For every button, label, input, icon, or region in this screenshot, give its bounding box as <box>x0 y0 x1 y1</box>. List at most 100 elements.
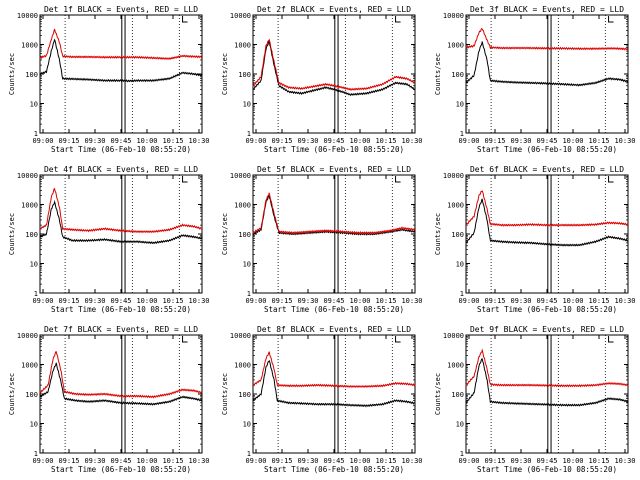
events-series-line <box>465 358 629 407</box>
x-tick-label: 09:15 <box>58 297 79 305</box>
x-tick-label: 09:45 <box>110 457 131 465</box>
panel-title: Det 4f BLACK = Events, RED = LLD <box>44 165 198 174</box>
x-tick-label: 09:45 <box>536 137 557 145</box>
y-tick-label: 10 <box>30 261 38 269</box>
x-tick-label: 10:00 <box>562 457 583 465</box>
panel-1: Det 1f BLACK = Events, RED = LLD 1 10 100 10… <box>8 5 210 154</box>
y-axis-label: Counts/sec <box>434 53 442 95</box>
x-tick-label: 10:15 <box>375 457 396 465</box>
y-tick-label: 1 <box>247 130 251 138</box>
y-tick-label: 100 <box>451 231 464 239</box>
panel-3: Det 3f BLACK = Events, RED = LLD 1 10 100 10… <box>434 5 636 154</box>
x-axis-label: Start Time (06-Feb-10 08:55:20) <box>51 305 191 314</box>
y-tick-label: 1 <box>460 450 464 458</box>
x-axis-label: Start Time (06-Feb-10 08:55:20) <box>264 465 404 474</box>
y-tick-label: 1 <box>460 130 464 138</box>
x-tick-label: 09:00 <box>245 457 266 465</box>
x-tick-label: 10:30 <box>401 457 422 465</box>
events-series-line <box>252 195 416 236</box>
corner-bracket <box>395 16 401 23</box>
x-tick-label: 09:45 <box>323 137 344 145</box>
x-tick-label: 10:15 <box>588 457 609 465</box>
y-tick-label: 1 <box>247 450 251 458</box>
y-axis-label: Counts/sec <box>221 53 229 95</box>
lld-series-line <box>40 187 203 234</box>
panel-9: Det 9f BLACK = Events, RED = LLD 1 10 100 10… <box>434 325 636 474</box>
x-tick-label: 09:45 <box>110 137 131 145</box>
y-tick-label: 1000 <box>234 202 251 210</box>
x-tick-label: 10:30 <box>188 457 209 465</box>
x-tick-label: 09:15 <box>484 457 505 465</box>
y-tick-label: 10000 <box>443 172 464 180</box>
corner-bracket <box>182 16 188 23</box>
y-tick-label: 1000 <box>447 42 464 50</box>
panel-5: Det 5f BLACK = Events, RED = LLD 1 10 100 10… <box>221 165 423 314</box>
lld-series-line <box>39 28 203 61</box>
y-tick-label: 100 <box>238 71 251 79</box>
y-tick-label: 1 <box>34 450 38 458</box>
x-tick-label: 10:00 <box>349 297 370 305</box>
x-tick-label: 09:30 <box>297 457 318 465</box>
events-series-line <box>39 362 203 406</box>
lld-series-line <box>252 192 416 235</box>
x-tick-label: 09:00 <box>458 297 479 305</box>
lld-series-line <box>252 351 416 389</box>
panel-title: Det 6f BLACK = Events, RED = LLD <box>470 165 624 174</box>
corner-bracket <box>608 336 614 343</box>
y-tick-label: 1000 <box>21 42 38 50</box>
corner-bracket <box>395 176 401 183</box>
y-tick-label: 100 <box>451 391 464 399</box>
x-tick-label: 09:00 <box>458 457 479 465</box>
x-tick-label: 10:30 <box>188 137 209 145</box>
x-tick-label: 10:00 <box>349 457 370 465</box>
y-tick-label: 1000 <box>21 202 38 210</box>
y-tick-label: 10000 <box>443 332 464 340</box>
x-tick-label: 10:30 <box>401 137 422 145</box>
x-tick-label: 09:00 <box>32 137 53 145</box>
corner-bracket <box>608 16 614 23</box>
x-tick-label: 09:15 <box>484 297 505 305</box>
panel-title: Det 2f BLACK = Events, RED = LLD <box>257 5 411 14</box>
x-tick-label: 09:45 <box>536 457 557 465</box>
y-tick-label: 10000 <box>443 12 464 20</box>
panel-title: Det 9f BLACK = Events, RED = LLD <box>470 325 624 334</box>
x-tick-label: 10:00 <box>562 137 583 145</box>
y-tick-label: 10 <box>30 421 38 429</box>
y-tick-label: 100 <box>25 71 38 79</box>
x-tick-label: 09:00 <box>458 137 479 145</box>
x-axis-label: Start Time (06-Feb-10 08:55:20) <box>264 145 404 154</box>
x-tick-label: 10:00 <box>136 137 157 145</box>
y-tick-label: 100 <box>238 391 251 399</box>
y-axis-label: Counts/sec <box>221 213 229 255</box>
y-tick-label: 10 <box>243 421 251 429</box>
x-tick-label: 09:30 <box>84 297 105 305</box>
y-tick-label: 1000 <box>447 362 464 370</box>
events-series-line <box>252 39 415 97</box>
x-tick-label: 09:15 <box>271 137 292 145</box>
panel-4: Det 4f BLACK = Events, RED = LLD 1 10 100 10… <box>8 165 210 314</box>
events-series-line <box>39 199 203 245</box>
y-tick-label: 10000 <box>230 12 251 20</box>
corner-bracket <box>182 336 188 343</box>
x-tick-label: 10:15 <box>375 137 396 145</box>
x-tick-label: 10:15 <box>375 297 396 305</box>
x-tick-label: 10:15 <box>162 457 183 465</box>
y-tick-label: 1 <box>34 290 38 298</box>
x-tick-label: 09:45 <box>323 297 344 305</box>
plot-frame <box>465 14 629 134</box>
corner-bracket <box>182 176 188 183</box>
x-tick-label: 09:15 <box>58 457 79 465</box>
y-axis-label: Counts/sec <box>8 213 16 255</box>
x-tick-label: 09:30 <box>510 137 531 145</box>
panel-title: Det 7f BLACK = Events, RED = LLD <box>44 325 198 334</box>
events-series-line <box>252 359 416 408</box>
panel-title: Det 3f BLACK = Events, RED = LLD <box>470 5 624 14</box>
y-tick-label: 10 <box>456 101 464 109</box>
panel-7: Det 7f BLACK = Events, RED = LLD 1 10 100 10… <box>8 325 210 474</box>
lld-series-line <box>465 27 629 51</box>
panel-8: Det 8f BLACK = Events, RED = LLD 1 10 100 10… <box>221 325 423 474</box>
y-axis-label: Counts/sec <box>434 373 442 415</box>
y-tick-label: 1 <box>460 290 464 298</box>
x-tick-label: 10:15 <box>588 137 609 145</box>
